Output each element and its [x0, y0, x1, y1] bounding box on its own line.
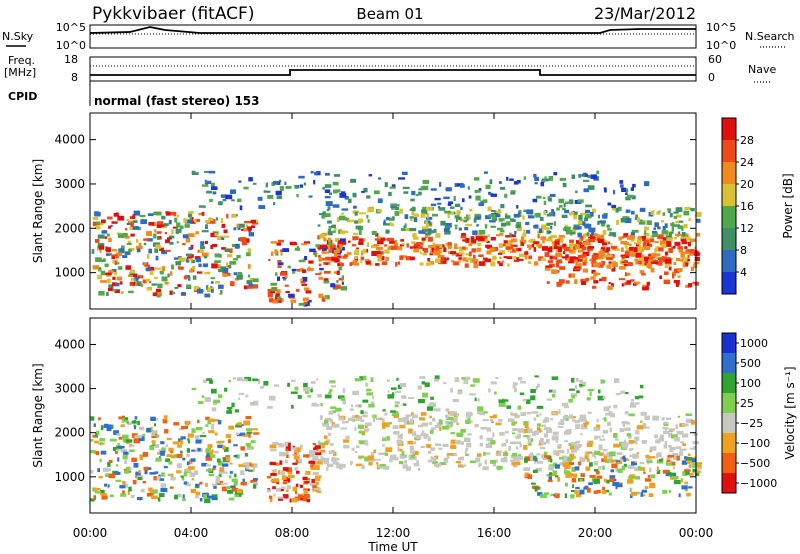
colorbar-swatch — [722, 228, 736, 251]
colorbar-swatch — [722, 162, 736, 185]
colorbar-tick-label: 12 — [740, 222, 754, 235]
colorbar-tick-label: 100 — [740, 377, 761, 390]
x-tick-label: 16:00 — [477, 526, 512, 540]
colorbar-swatch — [722, 206, 736, 229]
colorbar-swatch — [722, 433, 736, 454]
colorbar-swatch — [722, 272, 736, 295]
x-tick-label: 08:00 — [275, 526, 310, 540]
y-tick-label: 4000 — [54, 337, 85, 351]
colorbar-swatch — [722, 184, 736, 207]
colorbar-tick-label: 20 — [740, 178, 754, 191]
colorbar-tick-label: 4 — [740, 266, 747, 279]
noise-left-tick-bottom: 10^0 — [56, 39, 86, 52]
colorbar-swatch — [722, 453, 736, 474]
y-tick-label: 2000 — [54, 221, 85, 235]
freq-strip-frame — [89, 56, 697, 82]
nave-label: Nave — [748, 63, 776, 76]
colorbar-swatch — [722, 353, 736, 374]
x-axis-title: Time UT — [367, 540, 418, 554]
colorbar-title: Power [dB] — [781, 173, 795, 238]
date-title: 23/Mar/2012 — [594, 4, 696, 23]
y-tick-label: 4000 — [54, 133, 85, 147]
freq-strip: Freq. [MHz] 18 8 60 0 Nave CPID normal (… — [4, 53, 776, 108]
colorbar-tick-label: −1000 — [740, 477, 777, 490]
beam-title: Beam 01 — [356, 5, 423, 23]
colorbar-tick-label: −100 — [740, 437, 770, 450]
freq-left-tick-bottom: 8 — [71, 71, 78, 84]
y-tick-label: 1000 — [54, 470, 85, 484]
colorbar-frame — [721, 332, 737, 494]
noise-strip-frame — [89, 24, 697, 49]
colorbar-tick-label: 1000 — [740, 337, 768, 350]
colorbar-swatch — [722, 118, 736, 141]
y-tick-label: 2000 — [54, 426, 85, 440]
x-tick-label: 20:00 — [578, 526, 613, 540]
freq-left-tick-top: 18 — [64, 53, 78, 66]
colorbar-swatch — [722, 373, 736, 394]
colorbar-tick-label: 500 — [740, 357, 761, 370]
y-tick-label: 3000 — [54, 382, 85, 396]
noise-strip: N.Sky 10^5 10^0 10^5 10^0 N.Search — [2, 21, 795, 52]
y-tick-label: 1000 — [54, 266, 85, 280]
noise-left-tick-top: 10^5 — [56, 21, 86, 34]
colorbar-swatch — [722, 333, 736, 354]
colorbar-swatch — [722, 413, 736, 434]
cpid-label: CPID — [8, 90, 37, 103]
noise-right-tick-top: 10^5 — [706, 21, 736, 34]
noise-sky-line — [89, 26, 696, 34]
y-axis-title: Slant Range [km] — [31, 363, 45, 467]
y-axis-title: Slant Range [km] — [31, 159, 45, 263]
y-tick-label: 3000 — [54, 177, 85, 191]
freq-label-2: [MHz] — [4, 66, 36, 79]
nave-right-tick-top: 60 — [708, 53, 722, 66]
x-tick-label: 00:00 — [679, 526, 714, 540]
colorbar-swatch — [722, 473, 736, 494]
noise-right-tick-bottom: 10^0 — [706, 39, 736, 52]
colorbar-tick-label: 8 — [740, 244, 747, 257]
power-colorbar: 4 8 12 16 20 24 28 Power [dB] — [721, 117, 795, 295]
freq-label-1: Freq. — [8, 54, 35, 67]
time-axis: 00:00 04:00 08:00 12:00 16:00 20:00 00:00 — [73, 526, 714, 540]
x-tick-label: 12:00 — [376, 526, 411, 540]
range-time-field — [91, 170, 702, 307]
velocity-colorbar: 1000 500 100 25 −25 −100 −500 −1000 Velocity [m … — [721, 332, 797, 494]
freq-line — [90, 69, 696, 76]
colorbar-tick-label: 16 — [740, 200, 754, 213]
nave-right-tick-bottom: 0 — [708, 71, 715, 84]
colorbar-tick-label: −25 — [740, 417, 763, 430]
cpid-text: normal (fast stereo) 153 — [94, 94, 260, 108]
station-title: Pykkvibaer (fitACF) — [92, 4, 254, 24]
nsky-label: N.Sky — [2, 30, 34, 43]
colorbar-swatch — [722, 393, 736, 414]
colorbar-tick-label: −500 — [740, 457, 770, 470]
power-panel: 1000 2000 3000 4000 Slant Range [km] 4 8 12 16 20… — [31, 112, 795, 310]
range-time-field — [90, 375, 703, 504]
colorbar-tick-label: 25 — [740, 397, 754, 410]
x-tick-label: 00:00 — [73, 526, 108, 540]
nsearch-label: N.Search — [745, 30, 795, 43]
colorbar-title: Velocity [m s⁻¹] — [783, 366, 797, 459]
colorbar-swatch — [722, 140, 736, 163]
colorbar-tick-label: 24 — [740, 156, 754, 169]
x-tick-label: 04:00 — [174, 526, 209, 540]
colorbar-swatch — [722, 250, 736, 273]
colorbar-tick-label: 28 — [740, 134, 754, 147]
